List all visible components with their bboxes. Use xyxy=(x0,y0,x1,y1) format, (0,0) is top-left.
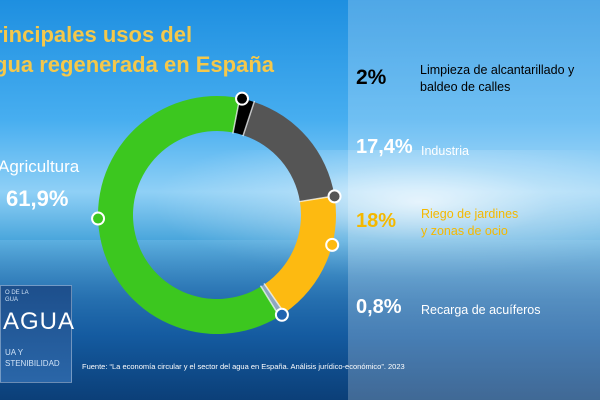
slice-agricultura xyxy=(97,96,280,335)
industria-value: 17,4% xyxy=(356,136,413,158)
limpieza-value: 2% xyxy=(356,66,387,89)
logo-text-2: GUA xyxy=(5,297,19,303)
recarga-value: 0,8% xyxy=(356,296,402,318)
industria-label: Industria xyxy=(421,144,469,158)
logo-sub-1: UA Y xyxy=(5,348,24,357)
source-caption: Fuente: “La economía circular y el secto… xyxy=(82,362,405,371)
marker-limpieza xyxy=(235,91,250,106)
recarga-label: Recarga de acuíferos xyxy=(421,303,541,317)
title-line-2: gua regenerada en España xyxy=(0,52,274,77)
riego-label-line-1: Riego de jardines xyxy=(421,207,519,221)
agua-logo: O DE LA GUA AGUA UA Y STENIBILIDAD xyxy=(0,285,76,383)
marker-industria xyxy=(327,189,342,204)
agricultura-label: Agricultura xyxy=(0,157,80,176)
marker-agricultura xyxy=(91,211,106,226)
marker-riego xyxy=(325,237,340,252)
limpieza-label-line-2: baldeo de calles xyxy=(420,80,511,94)
logo-sub-2: STENIBILIDAD xyxy=(5,359,60,368)
page-title: rincipales usos del gua regenerada en Es… xyxy=(0,20,334,80)
slice-separator xyxy=(242,100,256,137)
legend-panel xyxy=(348,0,600,400)
slice-industria xyxy=(243,101,335,202)
logo-text-1: O DE LA xyxy=(5,290,29,296)
slice-riego xyxy=(264,195,336,314)
title-line-1: rincipales usos del xyxy=(0,22,193,47)
slice-recarga xyxy=(261,284,285,317)
limpieza-label-line-1: Limpieza de alcantarillado y xyxy=(420,63,575,77)
agricultura-value: 61,9% xyxy=(6,186,69,211)
logo-word: AGUA xyxy=(3,308,76,335)
riego-value: 18% xyxy=(356,210,397,232)
marker-recarga xyxy=(274,307,289,322)
riego-label-line-2: y zonas de ocio xyxy=(421,224,508,238)
